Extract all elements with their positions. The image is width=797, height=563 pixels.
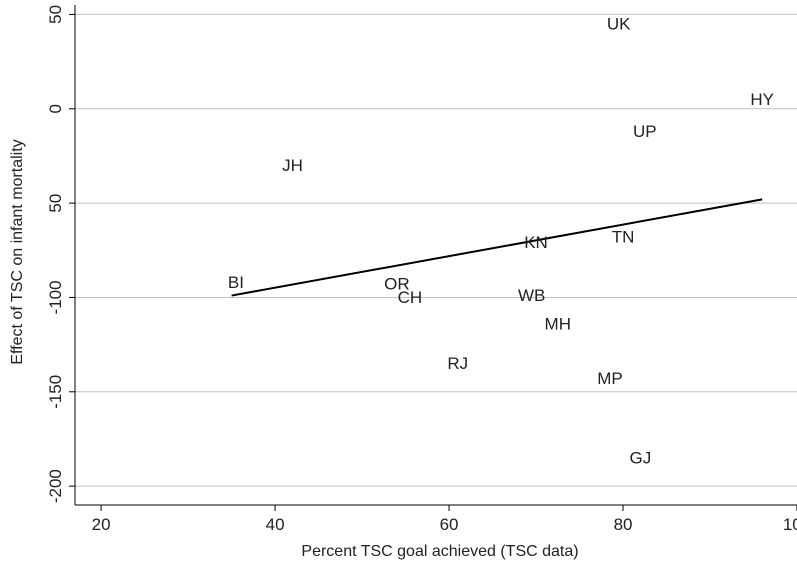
point-label-tn: TN [612,228,635,247]
fit-line [231,198,763,297]
x-axis-title: Percent TSC goal achieved (TSC data) [301,543,578,560]
point-label-or: OR [384,275,410,294]
y-axis-title: Effect of TSC on infant mortality [9,139,26,364]
x-tick-label: 20 [92,515,111,534]
x-tick-label: 60 [440,515,459,534]
point-label-ch: CH [398,288,423,307]
grid-lines [75,13,797,487]
point-label-kn: KN [524,233,548,252]
point-label-hy: HY [750,90,774,109]
point-label-wb: WB [518,286,545,305]
point-label-mp: MP [597,369,623,388]
x-tick-label: 80 [614,515,633,534]
y-tick-label: -150 [46,375,65,409]
point-label-jh: JH [282,156,303,175]
y-tick-label: 0 [46,104,65,113]
point-label-rj: RJ [447,354,468,373]
x-tick-label: 40 [266,515,285,534]
axes: 50 0 50 -100 -150 -200 20 40 60 80 100 [46,5,797,534]
fit-line-group [231,198,763,297]
point-label-bi: BI [228,273,244,292]
y-tick-label: 50 [46,5,65,24]
x-tick-label: 100 [783,515,797,534]
y-tick-label: 50 [46,194,65,213]
point-label-gj: GJ [630,448,652,467]
point-label-up: UP [633,122,657,141]
y-tick-label: -100 [46,280,65,314]
point-label-mh: MH [545,314,571,333]
y-tick-label: -200 [46,469,65,503]
point-label-uk: UK [607,14,631,33]
